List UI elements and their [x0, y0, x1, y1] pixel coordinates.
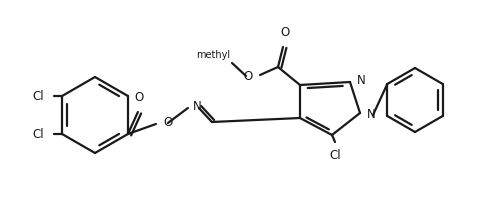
Text: O: O: [163, 116, 172, 130]
Text: methyl: methyl: [196, 50, 230, 60]
Text: N: N: [357, 73, 366, 86]
Text: O: O: [281, 26, 290, 39]
Text: N: N: [193, 101, 202, 113]
Text: Cl: Cl: [33, 90, 44, 102]
Text: O: O: [244, 70, 253, 82]
Text: Cl: Cl: [329, 149, 341, 162]
Text: N: N: [367, 109, 376, 122]
Text: Cl: Cl: [33, 128, 44, 141]
Text: O: O: [134, 91, 143, 104]
